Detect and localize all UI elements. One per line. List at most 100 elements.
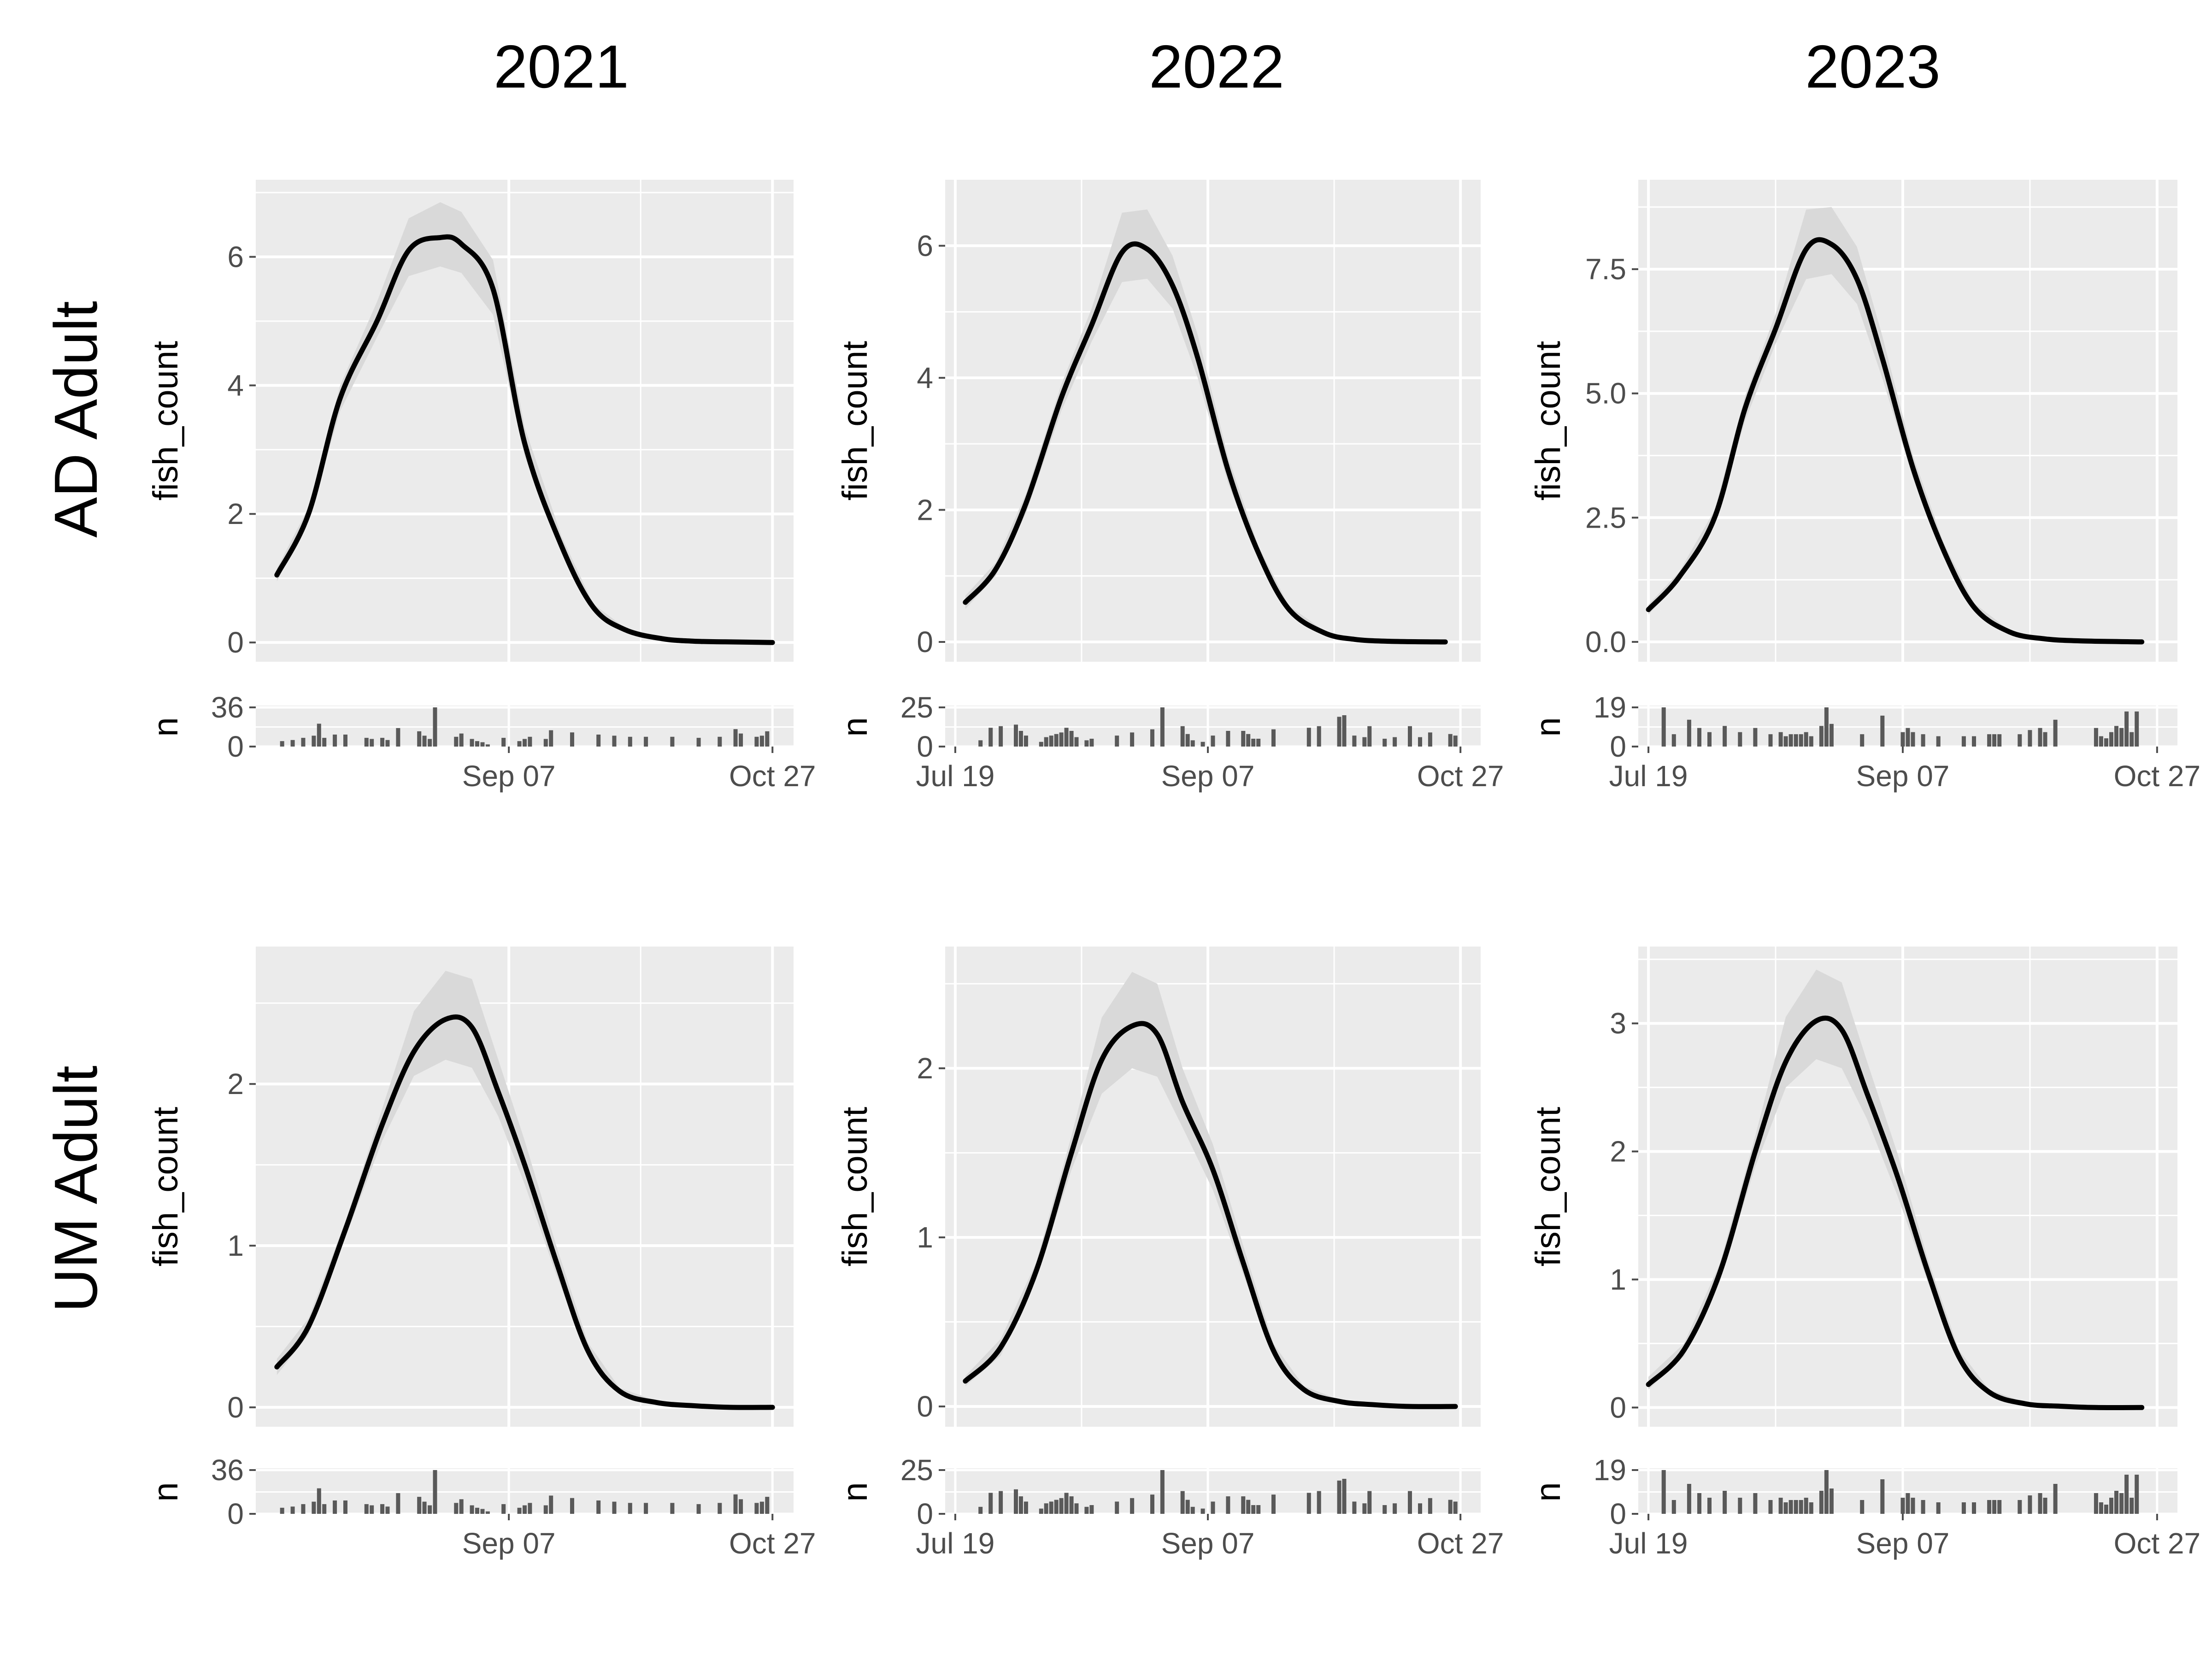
count-bar xyxy=(1453,735,1458,747)
count-bar xyxy=(459,733,464,747)
count-bar xyxy=(978,740,983,747)
count-bar xyxy=(322,738,327,747)
count-bar xyxy=(1150,729,1154,747)
count-bar xyxy=(333,1500,337,1514)
y-tick-label: 0 xyxy=(227,1391,244,1424)
y-tick-label: 5.0 xyxy=(1585,377,1626,410)
count-y-tick-label: 36 xyxy=(211,691,244,724)
count-bar xyxy=(1936,736,1941,747)
confidence-ribbon xyxy=(965,972,1456,1406)
count-bar xyxy=(999,1491,1003,1514)
y-tick-label: 6 xyxy=(227,240,244,273)
count-bar xyxy=(1039,1508,1043,1514)
count-axis-label: n xyxy=(835,1482,875,1501)
count-bar xyxy=(1271,1494,1276,1514)
count-bar xyxy=(1084,1506,1089,1514)
count-bar xyxy=(470,739,474,747)
count-bar xyxy=(2119,1493,2124,1514)
count-bar xyxy=(549,730,553,747)
count-bar xyxy=(343,1500,347,1514)
count-bar xyxy=(2130,732,2134,747)
count-bar xyxy=(1824,1470,1829,1514)
count-bar xyxy=(1200,741,1205,747)
count-bar xyxy=(1794,1500,1798,1514)
count-bar xyxy=(1961,736,1966,747)
count-bar xyxy=(696,738,701,747)
count-bar xyxy=(2099,736,2103,747)
count-bar xyxy=(1860,1500,1865,1514)
count-bar xyxy=(333,735,337,747)
count-bar xyxy=(2028,1495,2032,1514)
count-bar xyxy=(1829,1488,1834,1514)
count-bar xyxy=(1317,726,1321,747)
count-bar xyxy=(1069,731,1074,747)
count-bar xyxy=(1453,1501,1458,1514)
count-bar xyxy=(454,736,459,747)
count-bar xyxy=(417,1497,422,1514)
count-bar xyxy=(754,1503,759,1514)
count-bar xyxy=(1306,1493,1311,1514)
count-bar xyxy=(1972,1502,1976,1514)
count-bar xyxy=(1697,1493,1701,1514)
x-tick-label: Sep 07 xyxy=(462,1527,556,1560)
y-tick-label: 0 xyxy=(917,625,933,659)
panel-1-0: 0 1 2 fish_count 0 36 n Sep 07 Oct 27 xyxy=(146,947,816,1560)
count-bar xyxy=(596,1500,601,1514)
count-bar xyxy=(1880,715,1885,747)
count-bar xyxy=(2124,711,2129,747)
count-bar xyxy=(2124,1475,2129,1514)
count-axis-label: n xyxy=(835,717,875,736)
count-bar xyxy=(2119,728,2124,747)
count-bar xyxy=(570,1498,574,1514)
plot-background xyxy=(256,947,794,1427)
count-bar xyxy=(2099,1502,2103,1514)
count-bar xyxy=(1687,1484,1691,1514)
count-bar xyxy=(1697,728,1701,747)
count-bar xyxy=(1180,726,1185,747)
count-bar xyxy=(1707,1498,1712,1514)
count-y-tick-label: 25 xyxy=(900,691,933,724)
count-bar xyxy=(1064,728,1069,747)
count-bar xyxy=(1408,726,1412,747)
count-bar xyxy=(733,1494,738,1514)
count-bar xyxy=(1089,739,1094,747)
count-bar xyxy=(312,735,316,747)
count-bar xyxy=(1306,728,1311,747)
count-bar xyxy=(475,741,479,747)
count-bar xyxy=(1906,1493,1910,1514)
count-axis-label: n xyxy=(146,1482,185,1501)
plot-background xyxy=(1638,180,2177,662)
count-bar xyxy=(759,735,764,747)
count-bar xyxy=(1211,735,1215,747)
count-bar xyxy=(459,1499,464,1514)
count-bar xyxy=(1809,736,1813,747)
count-axis-label: n xyxy=(1529,1482,1568,1501)
count-bar xyxy=(1921,1500,1925,1514)
count-bar xyxy=(1778,1498,1783,1514)
count-bar xyxy=(1251,1505,1256,1514)
count-bar xyxy=(2043,732,2047,747)
count-bar xyxy=(1448,1500,1453,1514)
count-bar xyxy=(290,740,295,747)
count-bar xyxy=(1059,1498,1064,1514)
count-y-tick-label: 36 xyxy=(211,1453,244,1487)
count-bar xyxy=(612,735,617,747)
count-bar xyxy=(1783,1502,1788,1514)
count-bar xyxy=(644,1503,648,1514)
panels: 0 2 4 6 fish_count 0 36 n Sep 07 Oct 27 0 2 4 6 fish_c… xyxy=(146,180,2200,1560)
count-bar xyxy=(1428,1498,1432,1514)
y-axis-label: fish_count xyxy=(1529,341,1568,500)
count-bar xyxy=(1448,734,1453,747)
count-bar xyxy=(2053,1484,2058,1514)
count-y-tick-label: 0 xyxy=(917,730,933,763)
count-y-tick-label: 0 xyxy=(1610,730,1626,763)
column-title-2023: 2023 xyxy=(1805,33,1941,100)
count-bar xyxy=(1788,734,1793,747)
count-bar xyxy=(1054,734,1059,747)
count-bar xyxy=(1024,735,1028,747)
count-bar xyxy=(1044,1503,1048,1514)
row-title-um-adult: UM Adult xyxy=(42,1065,110,1312)
panel-1-2: 0 1 2 3 fish_count 0 19 n Jul 19 Sep 07 Oct 27 xyxy=(1529,947,2200,1560)
count-bar xyxy=(1226,731,1230,747)
count-bar xyxy=(2018,734,2022,747)
